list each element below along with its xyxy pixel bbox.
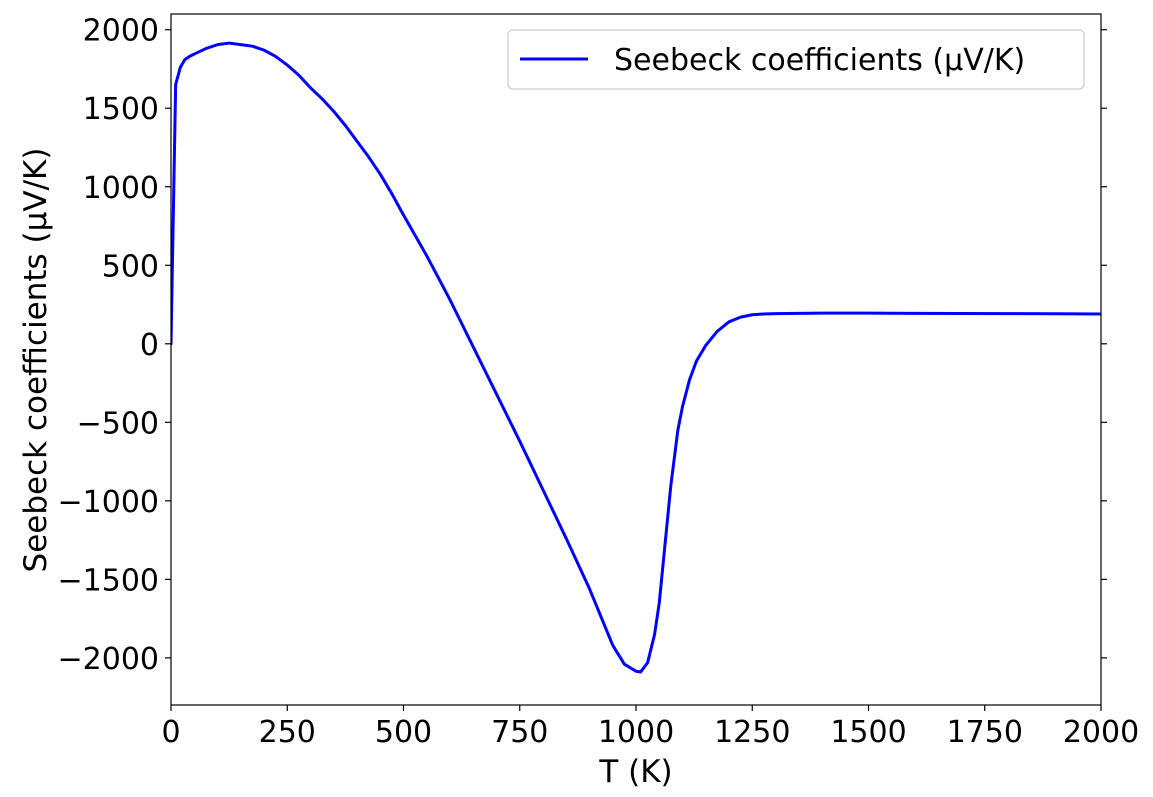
y-tick-label: −1000 <box>58 485 159 520</box>
y-tick-label: 500 <box>102 249 159 284</box>
y-tick-labels: 2000 1500 1000 500 0 −500 −1000 −1500 −2000 <box>58 14 159 677</box>
x-tick-label: 500 <box>375 715 432 750</box>
x-tick-label: 750 <box>491 715 548 750</box>
x-tick-labels: 0 250 500 750 1000 1250 1500 1750 2000 <box>161 715 1139 750</box>
x-tick-label: 0 <box>161 715 180 750</box>
series-line-seebeck <box>171 41 1101 674</box>
legend: Seebeck coefficients (μV/K) <box>507 29 1085 90</box>
x-tick-label: 1750 <box>947 715 1023 750</box>
y-tick-label: 1000 <box>83 171 159 206</box>
x-tick-label: 2000 <box>1063 715 1139 750</box>
x-tick-label: 1500 <box>830 715 906 750</box>
x-tick-label: 1250 <box>714 715 790 750</box>
x-axis-label: T (K) <box>598 754 672 790</box>
x-tick-label: 1000 <box>598 715 674 750</box>
y-tick-label: −2000 <box>58 642 159 677</box>
y-axis-label: Seebeck coefficients (μV/K) <box>18 148 54 573</box>
legend-box <box>507 29 1085 90</box>
legend-label: Seebeck coefficients (μV/K) <box>614 43 1025 78</box>
axis-ticks <box>165 29 1107 711</box>
y-tick-label: −500 <box>77 406 159 441</box>
y-tick-label: −1500 <box>58 563 159 598</box>
y-tick-label: 1500 <box>83 92 159 127</box>
y-tick-label: 0 <box>140 328 159 363</box>
y-tick-label: 2000 <box>83 14 159 49</box>
plot-frame <box>170 13 1102 706</box>
x-tick-label: 250 <box>259 715 316 750</box>
